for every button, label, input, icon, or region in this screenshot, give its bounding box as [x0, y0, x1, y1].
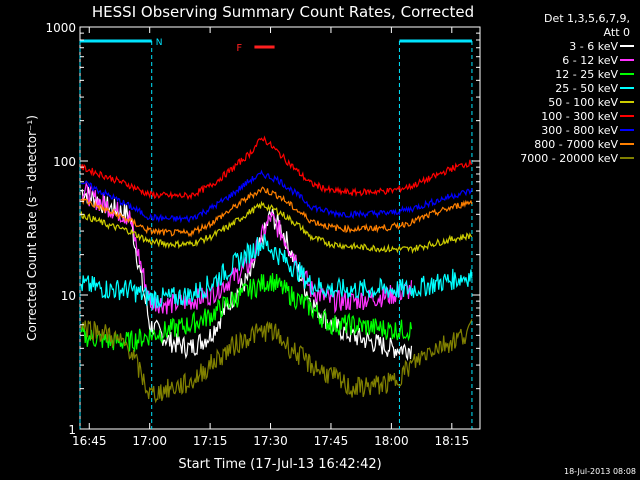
x-tick-label-2: 17:15 — [193, 434, 228, 448]
legend-label-2: 12 - 25 keV — [555, 68, 618, 81]
y-tick-label-0: 1 — [68, 423, 76, 437]
legend-label-7: 800 - 7000 keV — [534, 138, 618, 151]
series-line-300-800-kev — [80, 169, 473, 224]
y-tick-label-2: 100 — [53, 155, 76, 169]
x-tick-label-1: 17:00 — [132, 434, 167, 448]
x-tick-label-3: 17:30 — [253, 434, 288, 448]
series-line-25-50-kev — [80, 233, 473, 309]
x-axis-label: Start Time (17-Jul-13 16:42:42) — [178, 457, 381, 472]
chart-title: HESSI Observing Summary Count Rates, Cor… — [92, 3, 474, 21]
night-label: N — [156, 38, 163, 48]
y-tick-label-3: 1000 — [45, 21, 76, 35]
x-tick-label-0: 16:45 — [72, 434, 107, 448]
legend-label-6: 300 - 800 keV — [541, 124, 618, 137]
legend-label-4: 50 - 100 keV — [548, 96, 618, 109]
legend-label-0: 3 - 6 keV — [569, 40, 618, 53]
plot-frame — [79, 26, 481, 430]
y-tick-label-1: 10 — [61, 289, 76, 303]
flare-label: F — [236, 43, 242, 54]
legend-label-1: 6 - 12 keV — [562, 54, 618, 67]
series-line-800-7000-kev — [80, 186, 473, 238]
series-line-100-300-kev — [80, 135, 472, 201]
legend-header-line-1: Det 1,3,5,6,7,9, — [544, 12, 630, 25]
x-tick-label-4: 17:45 — [314, 434, 349, 448]
legend-header-line-2: Att 0 — [604, 26, 630, 39]
series-line-50-100-kev — [80, 200, 473, 255]
x-tick-label-6: 18:15 — [435, 434, 470, 448]
legend-label-8: 7000 - 20000 keV — [520, 152, 618, 165]
series-line-7000-20000-kev — [80, 319, 473, 404]
footer-timestamp: 18-Jul-2013 08:08 — [564, 467, 636, 476]
axes-group: 16:45 17:00 17:15 17:30 17:45 18:00 18:15 1 10 10… — [45, 21, 480, 448]
series-line-12-25-kev — [80, 272, 413, 353]
legend-label-3: 25 - 50 keV — [555, 82, 618, 95]
y-axis-label: Corrected Count Rate (s⁻¹ detector⁻¹) — [25, 115, 39, 341]
x-tick-label-5: 18:00 — [374, 434, 409, 448]
legend-label-5: 100 - 300 keV — [541, 110, 618, 123]
series-group — [80, 135, 473, 404]
series-line-3-6-kev — [80, 186, 413, 362]
